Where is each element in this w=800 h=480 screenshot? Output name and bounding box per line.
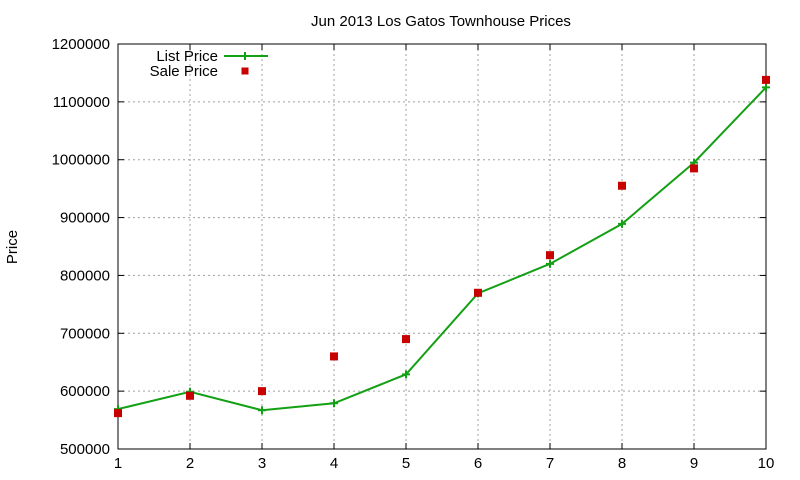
x-tick-label: 4	[330, 455, 338, 472]
y-tick-label: 900000	[60, 210, 110, 227]
x-tick-label: 9	[690, 455, 698, 472]
x-tick-label: 7	[546, 455, 554, 472]
legend-marker-list-price	[241, 52, 249, 60]
list-price-line	[117, 86, 767, 412]
list-price-point	[402, 370, 410, 379]
sale-price-point	[258, 387, 266, 396]
list-price-point	[618, 219, 626, 228]
sale-price-point	[186, 391, 194, 400]
sale-price-point	[546, 251, 554, 260]
y-axis-label: Price	[4, 230, 21, 264]
legend-label-sale-price: Sale Price	[150, 63, 218, 80]
x-tick-label: 3	[258, 455, 266, 472]
x-tick-label: 10	[758, 455, 775, 472]
sale-price-point	[474, 288, 482, 297]
y-tick-label: 800000	[60, 267, 110, 284]
x-tick-label: 8	[618, 455, 626, 472]
y-tick-label: 1200000	[52, 36, 110, 53]
x-tick-label: 5	[402, 455, 410, 472]
x-tick-label: 6	[474, 455, 482, 472]
y-tick-label: 1100000	[53, 94, 110, 111]
series-layer	[114, 75, 770, 418]
list-price-point	[330, 399, 338, 408]
axis-ticks: 1 2 3 4 5 6 7 8 9 10 500000 600000 700000 800000 90000…	[52, 36, 775, 472]
sale-price-point	[330, 352, 338, 361]
sale-price-point	[402, 335, 410, 344]
x-tick-label: 2	[186, 455, 194, 472]
sale-price-point	[114, 409, 122, 418]
grid	[118, 44, 766, 449]
y-tick-label: 1000000	[52, 152, 110, 169]
list-price-point	[258, 406, 266, 415]
legend-label-list-price: List Price	[156, 48, 218, 65]
legend-marker-sale-price	[241, 67, 249, 75]
legend: List Price Sale Price	[150, 48, 268, 80]
list-price-point	[546, 259, 554, 268]
y-tick-label: 600000	[60, 383, 110, 400]
sale-price-point	[690, 164, 698, 173]
chart-title: Jun 2013 Los Gatos Townhouse Prices	[311, 13, 571, 30]
x-tick-label: 1	[114, 455, 122, 472]
y-tick-label: 700000	[60, 325, 110, 342]
sale-price-point	[762, 75, 770, 84]
plot-frame	[117, 43, 767, 450]
sale-price-point	[618, 181, 626, 190]
list-price-point	[762, 83, 770, 92]
y-tick-label: 500000	[60, 441, 110, 458]
